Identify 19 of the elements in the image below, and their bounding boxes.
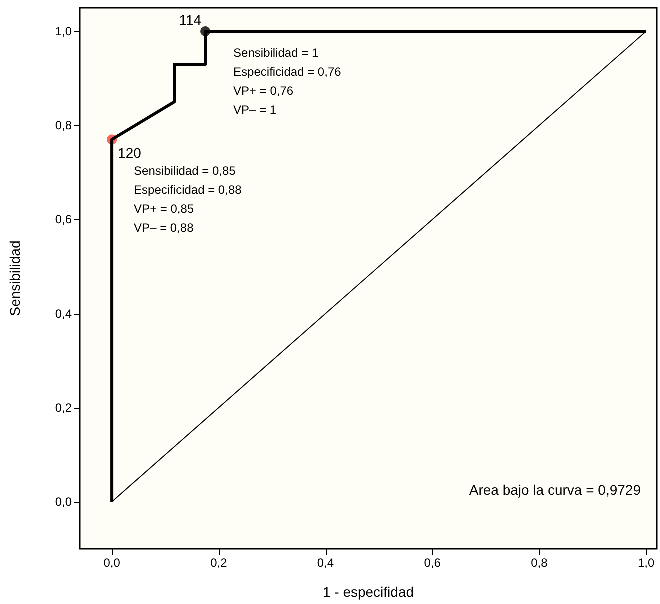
- x-tick-label: 1,0: [638, 556, 655, 570]
- x-tick-label: 0,6: [424, 556, 442, 570]
- y-axis-title: Sensibilidad: [7, 240, 23, 316]
- annotation: Sensibilidad = 0,85 Especificidad = 0,88 VP+ = 0,85 VP– = 0,88: [134, 164, 242, 236]
- x-axis-title: 1 - especifidad: [322, 584, 414, 600]
- annotation: 114: [179, 12, 202, 28]
- y-tick-label: 0,0: [55, 494, 72, 509]
- x-tick-label: 0,2: [210, 556, 228, 570]
- y-tick-label: 0,4: [55, 306, 72, 321]
- y-tick-label: 0,8: [55, 118, 72, 133]
- y-tick-label: 1,0: [55, 24, 72, 39]
- y-tick-label: 0,6: [55, 212, 72, 227]
- x-tick-label: 0,0: [104, 556, 121, 570]
- annotation: 120: [118, 145, 142, 162]
- x-tick-label: 0,4: [317, 556, 334, 570]
- annotation: Sensibilidad = 1 Especificidad = 0,76 VP+ = 0,76 VP– = 1: [234, 46, 342, 118]
- x-tick-label: 0,8: [531, 556, 548, 570]
- y-tick-label: 0,2: [55, 400, 72, 415]
- annotation: Area bajo la curva = 0,9729: [469, 482, 642, 498]
